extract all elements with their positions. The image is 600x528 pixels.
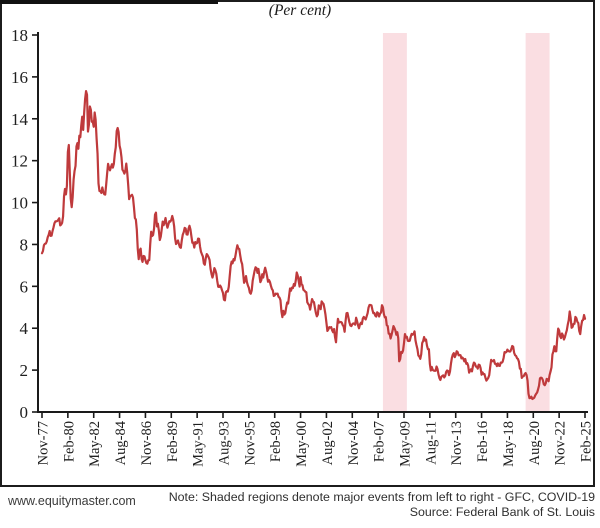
shaded-region-gfc [382,33,407,412]
x-tick-label: May-00 [294,421,310,467]
x-tick-label: Aug-84 [113,420,129,465]
y-tick-label: 8 [20,235,29,254]
y-tick-label: 4 [20,319,29,338]
x-tick-label: Feb-89 [165,421,181,462]
x-tick-label: Feb-16 [475,421,491,462]
x-tick-label: Nov-04 [346,420,362,465]
chart-panel [0,0,595,487]
yield-line-chart: 0 2 4 6 8 10 12 14 16 18 Nov-77 Feb-80 May-82 Aug-84 N… [11,26,595,467]
x-tick-label: May-91 [191,421,207,467]
y-tick-label: 10 [11,194,28,213]
x-tick-label: Feb-98 [268,421,284,462]
x-tick-label: Aug-11 [423,421,439,465]
note-block: Note: Shaded regions denote major events… [169,490,595,520]
x-tick-label: Aug-02 [320,421,336,465]
x-tick-label: May-82 [87,421,103,467]
x-tick-label: Aug-20 [527,421,543,465]
footer: www.equitymaster.com Note: Shaded region… [0,487,600,528]
y-tick-label: 12 [11,152,28,171]
y-tick-label: 16 [11,68,28,87]
x-tick-label: Nov-95 [242,421,258,465]
yield-line-series [40,90,587,401]
source-text: Source: Federal Bank of St. Louis [409,505,595,519]
chart-title: (Per cent) [268,2,332,19]
watermark-url: www.equitymaster.com [8,494,136,508]
x-tick-label: May-09 [398,421,414,467]
x-tick-label: Nov-13 [449,421,465,465]
y-tick-label: 6 [20,277,29,296]
x-tick-label: Feb-25 [579,421,595,462]
note-text: Note: Shaded regions denote major events… [168,490,595,504]
y-tick-label: 18 [11,26,28,45]
y-tick-label: 2 [20,361,29,380]
y-tick-label: 0 [20,403,29,422]
x-tick-label: Nov-86 [139,421,155,465]
y-tick-label: 14 [11,110,29,129]
x-tick-label: Nov-77 [36,421,52,465]
cropped-title-bar-remnant [0,0,218,4]
x-tick-label: Nov-22 [553,421,569,465]
x-tick-label: Aug-93 [217,421,233,465]
x-tick-label: Feb-80 [61,421,77,462]
shaded-region-covid-19 [525,33,550,412]
x-tick-label: May-18 [501,421,517,467]
x-tick-label: Feb-07 [372,421,388,462]
